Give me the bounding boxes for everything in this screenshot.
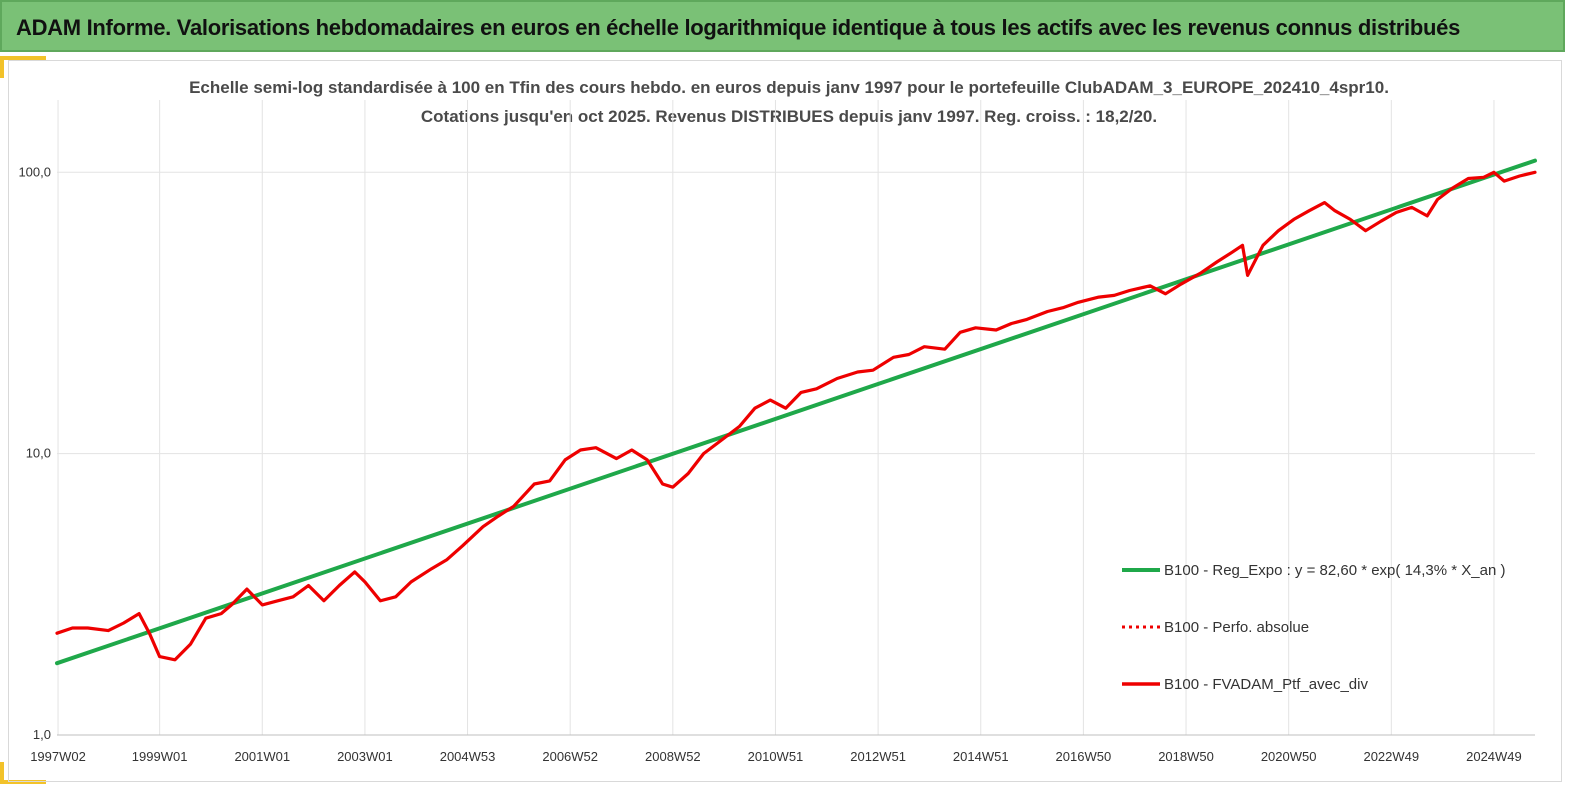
portfolio-line <box>55 170 1537 662</box>
x-tick-label: 2001W01 <box>234 749 290 764</box>
chart-title-line-1: Echelle semi-log standardisée à 100 en T… <box>189 78 1389 97</box>
x-tick-label: 2014W51 <box>953 749 1009 764</box>
x-tick-label: 1997W02 <box>30 749 86 764</box>
x-tick-label: 2020W50 <box>1261 749 1317 764</box>
y-tick-label: 100,0 <box>18 164 51 179</box>
x-tick-label: 2018W50 <box>1158 749 1214 764</box>
gold-corner-bottom-left <box>0 780 46 784</box>
legend-label: B100 - Reg_Expo : y = 82,60 * exp( 14,3%… <box>1164 562 1505 579</box>
page-title: ADAM Informe. Valorisations hebdomadaire… <box>16 15 1461 40</box>
y-tick-label: 1,0 <box>33 727 51 742</box>
chart-title-line-2: Cotations jusqu'en oct 2025. Revenus DIS… <box>421 107 1157 126</box>
x-tick-label: 2004W53 <box>440 749 496 764</box>
x-tick-label: 2024W49 <box>1466 749 1522 764</box>
gold-corner-bottom-left-vertical <box>0 762 4 784</box>
header-bar: ADAM Informe. Valorisations hebdomadaire… <box>0 0 1565 52</box>
x-tick-label: 1999W01 <box>132 749 188 764</box>
x-tick-label: 2008W52 <box>645 749 701 764</box>
x-tick-label: 2016W50 <box>1056 749 1112 764</box>
legend-label: B100 - FVADAM_Ptf_avec_div <box>1164 676 1368 693</box>
y-tick-label: 10,0 <box>26 446 51 461</box>
gold-corner-top-left <box>0 56 46 60</box>
gridlines <box>57 100 1535 736</box>
legend-label: B100 - Perfo. absolue <box>1164 619 1309 636</box>
legend: B100 - Reg_Expo : y = 82,60 * exp( 14,3%… <box>1122 562 1505 693</box>
series <box>55 158 1537 666</box>
x-tick-label: 2022W49 <box>1363 749 1419 764</box>
x-tick-label: 2003W01 <box>337 749 393 764</box>
x-tick-label: 2006W52 <box>542 749 598 764</box>
regression-line <box>55 158 1537 666</box>
x-tick-label: 2012W51 <box>850 749 906 764</box>
gold-corner-top-left-vertical <box>0 56 4 78</box>
chart-frame <box>8 60 1562 782</box>
axes: 1997W02 1999W01 2001W01 2003W01 2004W53 2006W… <box>18 164 1535 764</box>
x-tick-label: 2010W51 <box>748 749 804 764</box>
